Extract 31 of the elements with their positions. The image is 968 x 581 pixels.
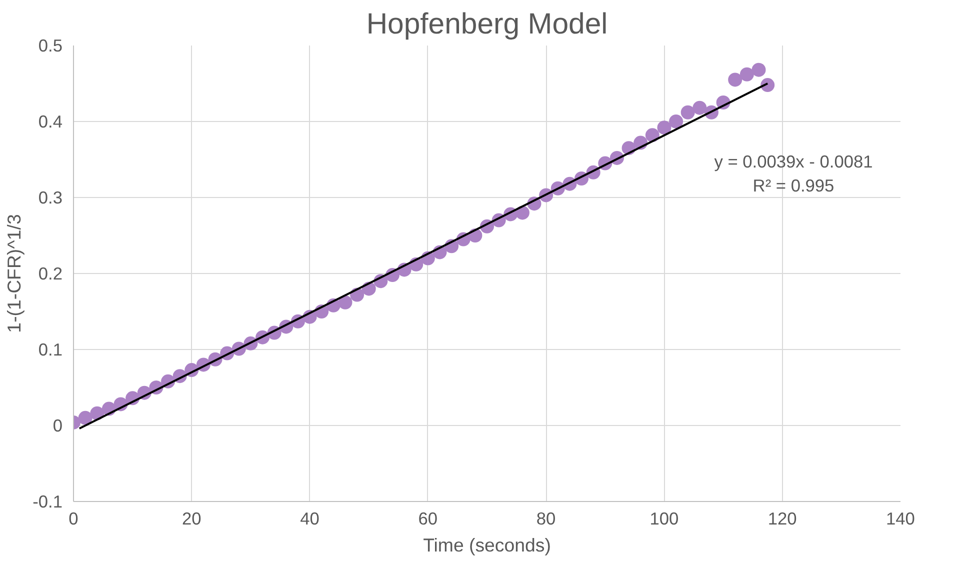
- y-tick-label: 0.5: [38, 36, 63, 56]
- y-tick-label: 0: [52, 416, 63, 436]
- chart-title: Hopfenberg Model: [366, 8, 608, 40]
- x-tick-label: 0: [68, 508, 78, 528]
- y-tick-label: 0.3: [38, 188, 63, 208]
- point: [78, 410, 92, 425]
- point: [680, 105, 695, 120]
- y-tick-label: 0.1: [38, 340, 63, 360]
- annotation: y = 0.0039x - 0.0081: [714, 152, 873, 172]
- x-tick-label: 60: [418, 508, 438, 528]
- point: [752, 62, 766, 77]
- x-tick-label: 20: [182, 508, 202, 528]
- x-tick-label: 140: [886, 508, 915, 528]
- y-tick-label: 0.4: [38, 112, 63, 132]
- point: [669, 114, 684, 128]
- y-tick-label: -0.1: [32, 492, 62, 512]
- x-tick-label: 40: [300, 508, 320, 528]
- point: [657, 120, 672, 135]
- point: [692, 100, 707, 115]
- x-tick-label: 120: [768, 508, 797, 528]
- annotation: R² = 0.995: [752, 176, 834, 196]
- point: [645, 128, 660, 142]
- x-axis-title: Time (seconds): [423, 534, 551, 556]
- point: [338, 295, 352, 310]
- point: [740, 67, 754, 82]
- x-tick-label: 80: [536, 508, 556, 528]
- y-tick-label: 0.2: [38, 264, 63, 284]
- point: [515, 206, 530, 220]
- x-tick-label: 100: [650, 508, 679, 528]
- point: [728, 72, 742, 87]
- y-axis-title: 1-(1-CFR)^1/3: [4, 214, 25, 333]
